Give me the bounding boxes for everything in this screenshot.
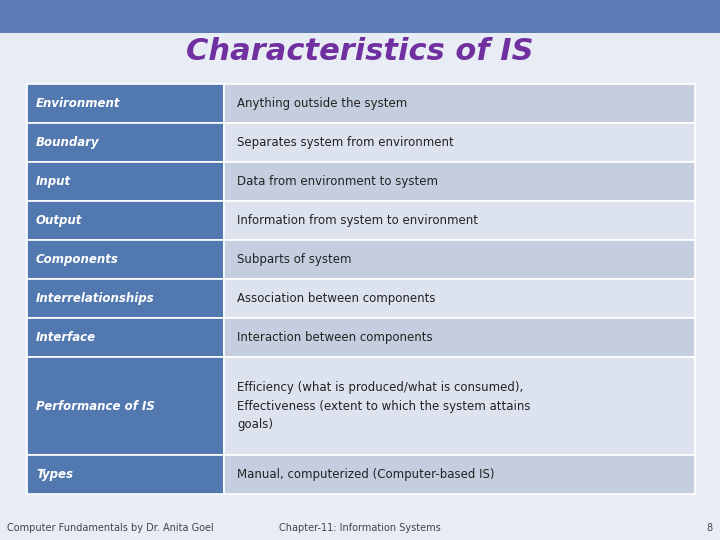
Text: Characteristics of IS: Characteristics of IS: [186, 37, 534, 66]
Bar: [27, 162, 224, 201]
Text: Interrelationships: Interrelationships: [36, 292, 155, 305]
Bar: [224, 455, 695, 494]
Text: Chapter-11: Information Systems: Chapter-11: Information Systems: [279, 523, 441, 533]
Text: Interaction between components: Interaction between components: [237, 331, 433, 345]
Text: Association between components: Association between components: [237, 292, 436, 305]
Bar: [27, 123, 224, 162]
Bar: [224, 84, 695, 123]
Text: Anything outside the system: Anything outside the system: [237, 97, 408, 110]
Text: Types: Types: [36, 468, 73, 481]
Text: Interface: Interface: [36, 331, 96, 345]
Text: Data from environment to system: Data from environment to system: [237, 175, 438, 188]
Bar: [27, 318, 224, 357]
Bar: [27, 357, 224, 455]
Text: Subparts of system: Subparts of system: [237, 253, 351, 266]
Text: Performance of IS: Performance of IS: [36, 400, 155, 413]
Bar: [27, 201, 224, 240]
Bar: [224, 201, 695, 240]
Text: 8: 8: [706, 523, 713, 533]
Bar: [27, 84, 224, 123]
Text: Efficiency (what is produced/what is consumed),
Effectiveness (extent to which t: Efficiency (what is produced/what is con…: [237, 381, 531, 431]
Bar: [224, 240, 695, 279]
Bar: [224, 279, 695, 318]
Text: Information from system to environment: Information from system to environment: [237, 214, 478, 227]
Bar: [27, 455, 224, 494]
Bar: [27, 240, 224, 279]
Text: Output: Output: [36, 214, 82, 227]
Text: Computer Fundamentals by Dr. Anita Goel: Computer Fundamentals by Dr. Anita Goel: [7, 523, 214, 533]
Text: Boundary: Boundary: [36, 136, 99, 149]
Text: Separates system from environment: Separates system from environment: [237, 136, 454, 149]
Text: Input: Input: [36, 175, 71, 188]
Text: Components: Components: [36, 253, 119, 266]
Text: Manual, computerized (Computer-based IS): Manual, computerized (Computer-based IS): [237, 468, 495, 481]
Bar: [224, 123, 695, 162]
Bar: [224, 162, 695, 201]
Bar: [224, 357, 695, 455]
Text: Environment: Environment: [36, 97, 120, 110]
Bar: [27, 279, 224, 318]
Bar: [224, 318, 695, 357]
